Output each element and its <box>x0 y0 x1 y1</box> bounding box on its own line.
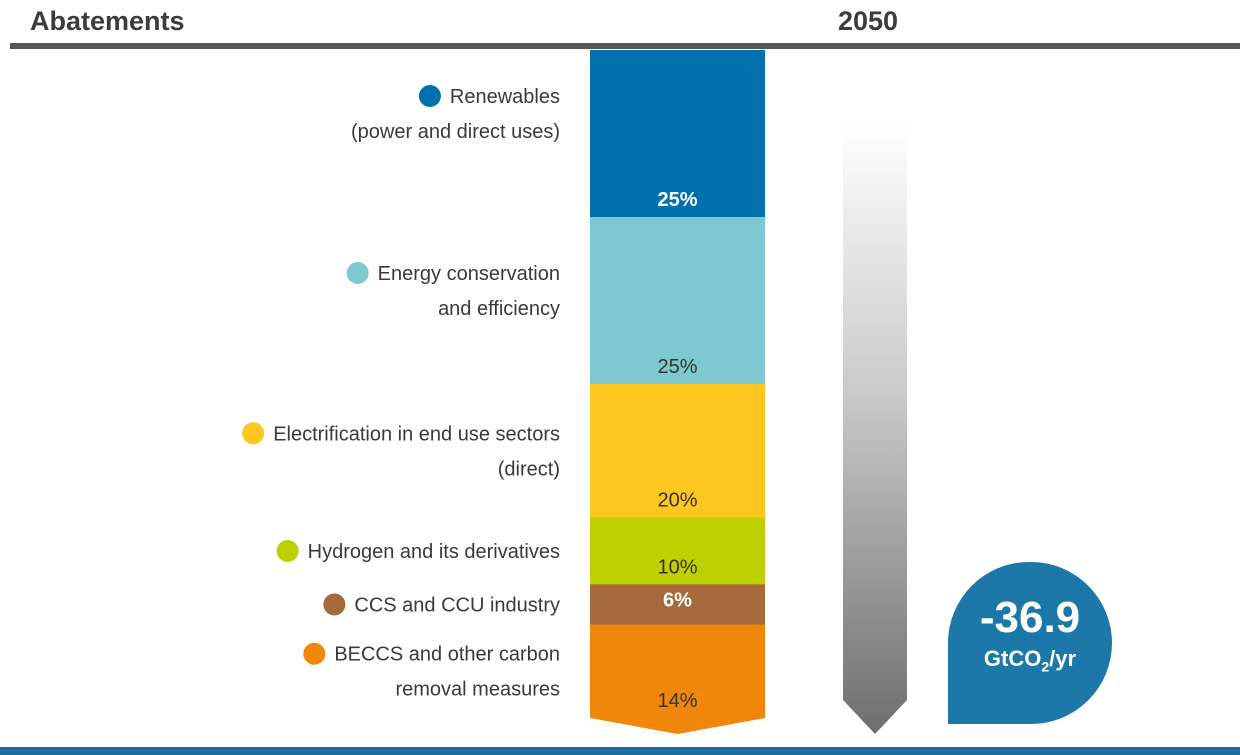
legend-label-6-line-2: removal measures <box>395 679 560 701</box>
data-label-1: 25% <box>657 189 697 211</box>
data-label-5: 6% <box>663 589 692 611</box>
page-title: Abatements <box>30 6 185 36</box>
data-label-6: 14% <box>657 690 697 712</box>
legend-label-3-line-1: Electrification in end use sectors <box>273 423 560 445</box>
bar-segment-3 <box>590 384 765 519</box>
total-unit: GtCO2/yr <box>983 646 1077 675</box>
legend-label-6-line-1: BECCS and other carbon <box>334 644 560 666</box>
legend-dot-4 <box>276 540 299 562</box>
legend-label-5-line-1: CCS and CCU industry <box>354 594 560 616</box>
legend-dot-3 <box>242 422 265 445</box>
footer-divider <box>0 747 1240 755</box>
year-label: 2050 <box>838 6 899 36</box>
bar-segment-4 <box>590 517 765 585</box>
bar-segment-2 <box>590 217 765 385</box>
legend-dot-1 <box>418 85 441 107</box>
bar-segment-5 <box>590 584 765 625</box>
legend: Renewables (power and direct uses) Energy … <box>242 85 560 701</box>
legend-label-3-line-2: (direct) <box>498 458 560 480</box>
legend-label-1-line-1: Renewables <box>450 86 560 108</box>
header-divider <box>10 43 1240 49</box>
legend-dot-2 <box>346 262 369 284</box>
bar-segment-1 <box>590 50 765 218</box>
data-label-2: 25% <box>657 356 697 378</box>
bar-segment-6 <box>590 624 765 734</box>
legend-label-2-line-1: Energy conservation <box>378 263 560 285</box>
data-label-4: 10% <box>657 556 697 578</box>
down-arrow-icon <box>843 120 907 734</box>
legend-label-1-line-2: (power and direct uses) <box>351 121 560 143</box>
total-abatement-badge: -36.9 GtCO2/yr <box>948 562 1112 724</box>
legend-label-4-line-1: Hydrogen and its derivatives <box>308 541 560 563</box>
legend-dot-5 <box>323 593 346 616</box>
legend-label-2-line-2: and efficiency <box>438 298 560 320</box>
total-value: -36.9 <box>979 593 1081 642</box>
data-label-3: 20% <box>657 490 697 512</box>
legend-dot-6 <box>303 642 326 665</box>
stacked-bar: 25% 25% 20% 10% 6% 14% <box>590 50 765 734</box>
